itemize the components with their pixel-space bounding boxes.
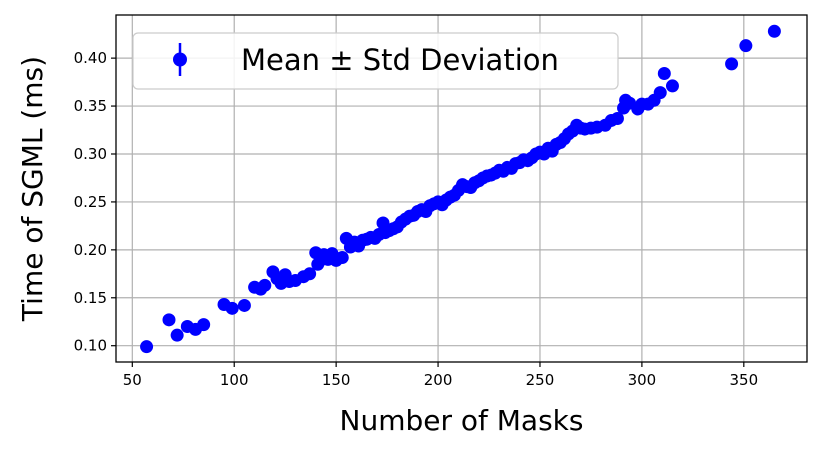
- point-marker: [725, 57, 739, 71]
- y-tick-label: 0.25: [74, 193, 107, 211]
- x-axis-title: Number of Masks: [340, 404, 584, 437]
- data-point: [225, 301, 239, 315]
- x-tick-label: 300: [628, 371, 657, 389]
- x-tick-label: 100: [220, 371, 249, 389]
- y-axis-title: Time of SGML (ms): [16, 56, 49, 322]
- legend-box: [132, 32, 619, 90]
- x-axis-ticks: 50 100 150 200 250 300 350: [123, 362, 758, 389]
- legend-label: Mean ± Std Deviation: [241, 43, 559, 77]
- data-point: [258, 278, 272, 292]
- data-point: [237, 298, 251, 312]
- data-point: [303, 267, 317, 281]
- point-marker: [162, 313, 176, 327]
- point-marker: [335, 251, 349, 265]
- data-point: [162, 313, 176, 327]
- data-point: [610, 112, 624, 126]
- y-tick-label: 0.40: [74, 49, 107, 67]
- x-tick-label: 350: [729, 371, 758, 389]
- point-marker: [739, 39, 753, 53]
- point-marker: [170, 328, 184, 342]
- data-point: [140, 340, 154, 354]
- point-marker: [237, 298, 251, 312]
- data-point: [665, 79, 679, 93]
- point-marker: [303, 267, 317, 281]
- y-axis-ticks: 0.10 0.15 0.20 0.25 0.30 0.35 0.40: [74, 49, 116, 355]
- x-tick-label: 200: [424, 371, 453, 389]
- plot-frame: [115, 14, 808, 363]
- y-tick-label: 0.30: [74, 145, 107, 163]
- y-tick-label: 0.15: [74, 289, 107, 307]
- y-tick-label: 0.35: [74, 97, 107, 115]
- data-points: [140, 24, 781, 354]
- data-point: [197, 318, 211, 332]
- point-marker: [665, 79, 679, 93]
- y-tick-label: 0.10: [74, 337, 107, 355]
- data-point: [335, 251, 349, 265]
- data-point: [170, 328, 184, 342]
- y-tick-label: 0.20: [74, 241, 107, 259]
- data-point: [725, 57, 739, 71]
- point-marker: [197, 318, 211, 332]
- point-marker: [767, 24, 781, 38]
- x-tick-label: 50: [123, 371, 142, 389]
- data-point: [739, 39, 753, 53]
- x-tick-label: 150: [322, 371, 351, 389]
- data-point: [657, 66, 671, 80]
- point-marker: [653, 86, 667, 100]
- point-marker: [225, 301, 239, 315]
- data-point: [653, 86, 667, 100]
- x-tick-label: 250: [526, 371, 555, 389]
- legend-point-marker: [173, 52, 187, 67]
- point-marker: [258, 278, 272, 292]
- legend: Mean ± Std Deviation: [132, 32, 619, 90]
- point-marker: [657, 66, 671, 80]
- data-point: [767, 24, 781, 38]
- point-marker: [610, 112, 624, 126]
- point-marker: [140, 340, 154, 354]
